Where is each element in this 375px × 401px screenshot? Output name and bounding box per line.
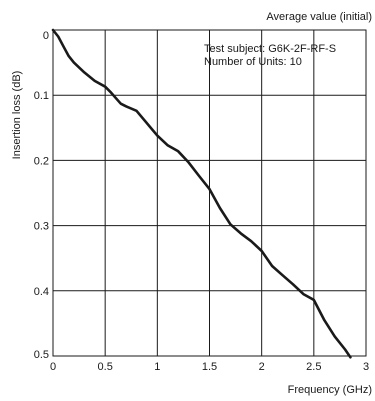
y-tick-label-2: 0.2 [34,155,49,167]
y-tick-label-1: 0.1 [34,90,49,102]
series-layer [51,28,352,359]
y-tick-label-5: 0.5 [34,349,49,361]
x-tick-label-5: 2.5 [306,361,321,373]
grid-layer [53,30,366,356]
x-tick-label-0: 0 [50,361,56,373]
plot-frame [52,29,367,357]
x-tick-label-4: 2 [259,361,265,373]
x-tick-label-6: 3 [363,361,369,373]
x-axis-title: Frequency (GHz) [288,384,372,396]
frame-layer [52,29,367,357]
series-line-0 [51,28,352,359]
x-tick-label-3: 1.5 [202,361,217,373]
chart-title: Average value (initial) [266,11,372,23]
y-tick-label-4: 0.4 [34,286,49,298]
y-tick-label-0: 0 [43,30,49,42]
y-tick-label-3: 0.3 [34,221,49,233]
x-tick-label-2: 1 [154,361,160,373]
y-axis-title: Insertion loss (dB) [11,71,23,160]
tick-layer: 0 0.5 1 1.5 2 2.5 300.10.20.30.40.5 [34,30,369,373]
annotation-number-of-units: Number of Units: 10 [204,56,302,68]
x-tick-label-1: 0.5 [98,361,113,373]
annotation-test-subject: Test subject: G6K-2F-RF-S [204,43,336,55]
